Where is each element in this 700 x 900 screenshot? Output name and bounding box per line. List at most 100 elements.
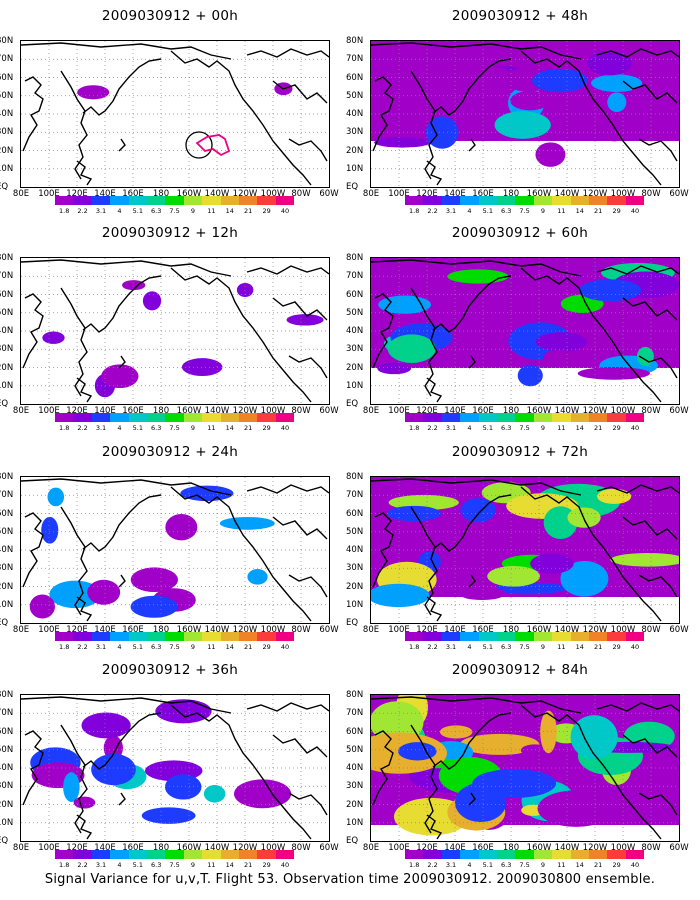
colorbar-label: 1.8: [59, 424, 70, 432]
variance-contour: [439, 725, 473, 739]
colorbar-label: 40: [280, 207, 290, 215]
coastline: [372, 730, 394, 806]
colorbar-swatch: [165, 850, 184, 859]
colorbar-label: 4: [467, 424, 472, 432]
lon-tick-label: 140W: [204, 843, 230, 853]
lon-tick-label: 60W: [669, 406, 689, 416]
colorbar-label: 29: [612, 424, 621, 432]
variance-contour: [103, 735, 123, 761]
colorbar-label: 14: [575, 424, 584, 432]
variance-contour: [386, 505, 441, 522]
colorbar-swatch: [128, 632, 147, 641]
colorbar-label: 9: [190, 643, 196, 651]
map-panel: 2009030912 + 48h 80N 70N 60N 50N 40N 30N 20N 10N…: [346, 0, 690, 217]
colorbar-swatch: [238, 196, 258, 205]
coastline: [638, 792, 678, 816]
lat-tick-label: EQ: [346, 836, 359, 846]
lon-tick-label: 100E: [38, 406, 60, 416]
variance-contour: [610, 553, 679, 567]
colorbar: [405, 632, 645, 642]
lat-tick-label: 40N: [0, 545, 14, 555]
lon-tick-label: 140W: [204, 189, 230, 199]
colorbar-swatch: [238, 413, 258, 422]
colorbar-label: 4: [117, 861, 122, 869]
lon-tick-label: 80E: [12, 189, 30, 199]
coastline: [520, 267, 662, 403]
lon-tick-label: 80E: [12, 406, 30, 416]
coastline: [21, 42, 232, 60]
colorbar-swatch: [146, 196, 166, 205]
colorbar-swatch: [423, 196, 442, 205]
lat-tick-label: 60N: [0, 508, 14, 519]
lat-tick-label: 80N: [346, 690, 364, 700]
colorbar-swatch: [73, 413, 92, 422]
variance-contour: [447, 269, 509, 284]
lon-tick-label: 120W: [232, 843, 258, 853]
coastline: [170, 704, 312, 840]
lat-tick-label: 30N: [0, 344, 14, 355]
lat-tick-label: 40N: [0, 763, 14, 773]
lon-tick-label: 60W: [669, 843, 689, 853]
colorbar-swatch: [460, 850, 479, 859]
colorbar-swatch: [515, 632, 534, 641]
colorbar-swatch: [257, 196, 276, 205]
lat-tick-label: 50N: [0, 90, 14, 101]
variance-contour: [607, 92, 627, 113]
lon-tick-label: 80W: [641, 189, 661, 199]
colorbar-swatch: [570, 196, 589, 205]
lat-tick-label: 30N: [0, 781, 14, 792]
lon-tick-label: 160E: [122, 406, 144, 416]
colorbar-label: 3.1: [95, 861, 107, 869]
coastline: [272, 516, 328, 540]
coastline: [426, 377, 443, 403]
panel-title: 2009030912 + 36h: [101, 662, 239, 678]
colorbar-label: 2.2: [427, 861, 438, 869]
colorbar-swatch: [202, 413, 221, 422]
colorbar-label: 7.5: [519, 207, 530, 215]
colorbar-swatch: [552, 850, 571, 859]
variance-contour: [181, 358, 223, 377]
colorbar-swatch: [183, 196, 203, 205]
lat-tick-label: 60N: [346, 726, 364, 737]
colorbar-swatch: [570, 632, 589, 641]
coastline: [622, 516, 678, 540]
variance-map: [20, 694, 330, 842]
colorbar-swatch: [423, 413, 442, 422]
colorbar-label: 5.1: [482, 207, 493, 215]
lon-tick-label: 100W: [610, 625, 636, 635]
colorbar-swatch: [625, 196, 645, 205]
panel-title: 2009030912 + 72h: [451, 444, 589, 460]
colorbar-swatch: [183, 413, 203, 422]
lat-tick-label: 70N: [346, 708, 364, 719]
coastline: [372, 512, 394, 588]
variance-contour: [81, 712, 131, 739]
variance-contour: [91, 753, 136, 786]
colorbar-label: 21: [594, 207, 603, 215]
colorbar-label: 1.8: [59, 207, 70, 215]
colorbar-swatch: [570, 850, 589, 859]
colorbar-swatch: [460, 413, 479, 422]
colorbar-label: 14: [225, 207, 234, 215]
colorbar-swatch: [110, 196, 129, 205]
coastline: [638, 355, 678, 379]
variance-contour: [142, 291, 162, 311]
lon-tick-label: 160W: [176, 625, 202, 635]
lon-tick-label: 120E: [66, 189, 88, 199]
variance-map: [20, 40, 330, 188]
lat-tick-label: 60N: [0, 289, 14, 300]
lon-tick-label: 180: [502, 406, 520, 416]
lon-tick-label: 100W: [260, 189, 286, 199]
coastline: [426, 814, 443, 840]
colorbar-swatch: [405, 413, 424, 422]
variance-contour: [247, 569, 268, 585]
lon-tick-label: 180: [502, 189, 520, 199]
lat-tick-label: 50N: [346, 526, 364, 537]
lon-tick-label: 120W: [582, 189, 608, 199]
coastline: [22, 730, 44, 806]
colorbar-swatch: [275, 413, 295, 422]
colorbar-swatch: [607, 196, 626, 205]
variance-map: [370, 476, 680, 624]
lon-tick-label: 180: [152, 189, 170, 199]
lat-tick-label: 60N: [0, 726, 14, 737]
lon-tick-label: 100E: [38, 843, 60, 853]
